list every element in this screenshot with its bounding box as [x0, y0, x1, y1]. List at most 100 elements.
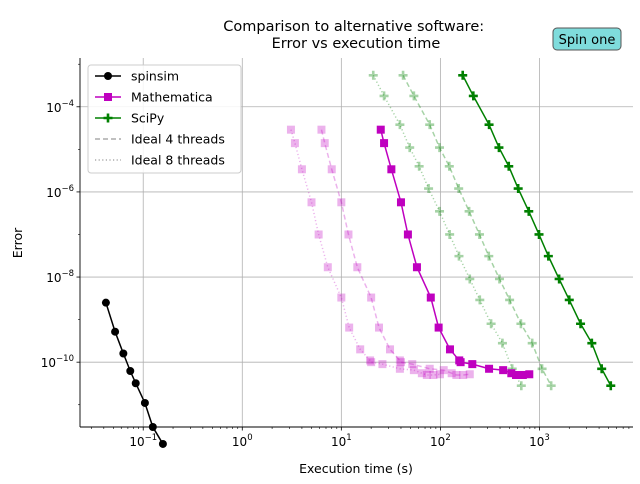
data-point-mathematica — [507, 369, 516, 378]
data-point-mathematica-ideal-8-threads — [286, 125, 295, 134]
data-point-scipy-ideal-8-threads — [486, 319, 496, 329]
data-point-mathematica-ideal-8-threads — [314, 230, 323, 239]
data-point-mathematica-ideal-4-threads — [425, 364, 434, 373]
data-point-mathematica — [434, 323, 443, 332]
data-point-scipy-ideal-8-threads — [516, 381, 526, 391]
data-point-mathematica-ideal-8-threads — [422, 370, 431, 379]
data-point-mathematica-ideal-8-threads — [337, 293, 346, 302]
data-point-mathematica — [485, 364, 494, 373]
data-point-scipy-ideal-4-threads — [398, 70, 408, 80]
data-point-mathematica-ideal-4-threads — [386, 345, 395, 354]
data-point-scipy-ideal-4-threads — [484, 251, 494, 261]
data-point-mathematica — [525, 370, 534, 379]
data-point-scipy-ideal-4-threads — [464, 206, 474, 216]
data-point-mathematica — [380, 139, 389, 148]
series-scipy-ideal-8-threads — [368, 70, 526, 391]
data-point-mathematica-ideal-4-threads — [374, 323, 383, 332]
data-point-scipy — [576, 319, 586, 329]
data-point-scipy — [564, 295, 574, 305]
data-point-mathematica — [445, 345, 454, 354]
series-line-mathematica-ideal-4-threads — [320, 129, 470, 376]
y-axis-label: Error — [10, 227, 25, 258]
legend-marker — [103, 113, 113, 123]
data-point-mathematica-ideal-8-threads — [378, 360, 387, 369]
data-point-mathematica-ideal-8-threads — [290, 139, 299, 148]
data-point-scipy-ideal-4-threads — [425, 120, 435, 130]
data-point-mathematica — [387, 165, 396, 174]
chart-title: Comparison to alternative software: Erro… — [223, 19, 488, 52]
y-tick-label: 10−6 — [46, 184, 74, 200]
data-point-scipy-ideal-8-threads — [445, 229, 455, 239]
data-point-spinsim — [158, 439, 167, 448]
legend-item-spinsim: spinsim — [95, 69, 179, 84]
x-tick-label: 102 — [430, 433, 451, 449]
spin-one-badge: Spin one — [552, 27, 622, 51]
data-point-mathematica-ideal-8-threads — [409, 366, 418, 375]
data-point-mathematica-ideal-8-threads — [435, 370, 444, 379]
data-point-scipy — [606, 381, 616, 391]
data-point-mathematica — [512, 370, 521, 379]
legend-label: Ideal 4 threads — [131, 132, 225, 147]
data-point-mathematica-ideal-4-threads — [353, 263, 362, 272]
legend-box — [87, 64, 242, 174]
legend: spinsim Mathematica SciPy Ideal 4 threads Id… — [87, 64, 242, 174]
data-point-mathematica-ideal-4-threads — [447, 369, 456, 378]
y-tick-label: 10−4 — [46, 99, 74, 115]
data-point-scipy-ideal-4-threads — [474, 229, 484, 239]
data-point-scipy — [484, 120, 494, 130]
data-point-scipy-ideal-4-threads — [537, 364, 547, 374]
y-tick-label: 10−10 — [41, 354, 74, 370]
data-point-mathematica-ideal-4-threads — [367, 293, 376, 302]
data-point-scipy-ideal-8-threads — [414, 161, 424, 171]
data-point-mathematica-ideal-8-threads — [429, 370, 438, 379]
data-point-mathematica — [499, 366, 508, 375]
data-point-scipy-ideal-4-threads — [494, 274, 504, 284]
data-point-scipy-ideal-4-threads — [409, 91, 419, 101]
data-point-spinsim — [126, 367, 135, 376]
data-point-scipy-ideal-8-threads — [475, 295, 485, 305]
data-point-mathematica-ideal-4-threads — [395, 356, 404, 365]
data-point-mathematica-ideal-8-threads — [345, 323, 354, 332]
legend-item-mathematica: Mathematica — [95, 90, 213, 105]
grid — [80, 58, 633, 427]
series-mathematica-ideal-4-threads — [317, 125, 474, 379]
data-point-scipy-ideal-8-threads — [424, 184, 434, 194]
data-point-scipy — [543, 251, 553, 261]
data-point-spinsim — [140, 398, 149, 407]
data-point-scipy-ideal-8-threads — [454, 251, 464, 261]
data-point-mathematica-ideal-4-threads — [337, 198, 346, 207]
data-point-scipy-ideal-4-threads — [546, 381, 556, 391]
data-point-mathematica-ideal-4-threads — [452, 370, 461, 379]
series-line-mathematica-ideal-8-threads — [290, 129, 441, 376]
data-point-mathematica-ideal-4-threads — [459, 370, 468, 379]
data-point-spinsim — [119, 349, 128, 358]
chart-title-line-1: Comparison to alternative software: — [223, 19, 484, 35]
data-point-mathematica-ideal-4-threads — [396, 358, 405, 367]
data-point-mathematica — [396, 198, 405, 207]
data-point-scipy-ideal-8-threads — [497, 338, 507, 348]
data-point-scipy-ideal-4-threads — [444, 161, 454, 171]
legend-label: SciPy — [131, 111, 165, 126]
data-point-spinsim — [131, 379, 140, 388]
data-point-scipy-ideal-8-threads — [465, 274, 475, 284]
data-point-scipy-ideal-4-threads — [527, 338, 537, 348]
series-scipy — [458, 70, 616, 391]
x-tick-label: 103 — [529, 433, 550, 449]
data-point-scipy — [597, 364, 607, 374]
data-point-scipy — [468, 91, 478, 101]
legend-item-ideal-4-threads: Ideal 4 threads — [95, 132, 225, 147]
spin-one-badge-label: Spin one — [559, 33, 616, 48]
data-point-mathematica-ideal-8-threads — [297, 165, 306, 174]
data-point-mathematica-ideal-8-threads — [367, 358, 376, 367]
data-point-mathematica — [518, 370, 527, 379]
series-mathematica — [376, 125, 534, 379]
legend-item-scipy: SciPy — [95, 111, 165, 126]
y-tick-label: 10−8 — [46, 269, 74, 285]
data-point-scipy-ideal-8-threads — [379, 91, 389, 101]
x-tick-label: 100 — [232, 433, 253, 449]
data-point-scipy-ideal-8-threads — [395, 120, 405, 130]
data-point-scipy — [513, 184, 523, 194]
data-point-mathematica-ideal-8-threads — [395, 364, 404, 373]
data-point-scipy — [458, 70, 468, 80]
